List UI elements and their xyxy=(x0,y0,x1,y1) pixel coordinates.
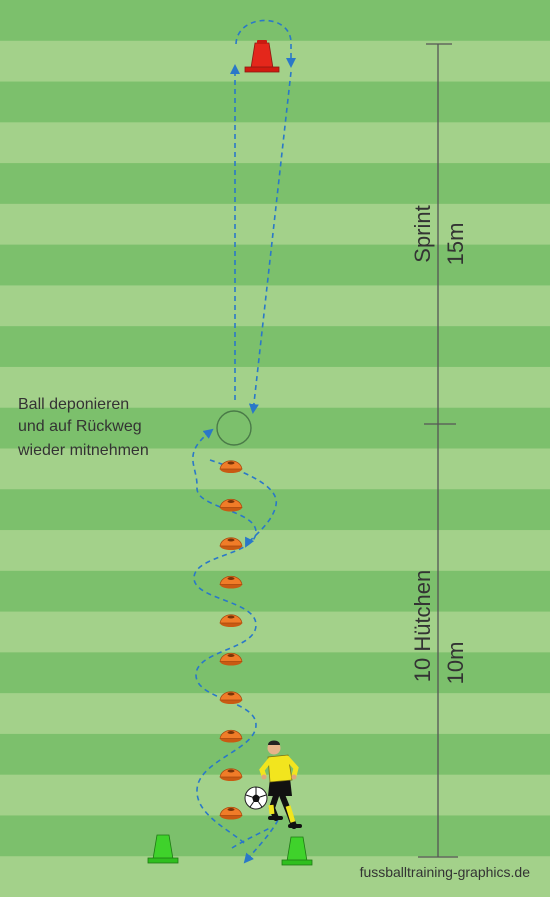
huetchen-distance: 10m xyxy=(443,642,468,685)
orange-cone-icon xyxy=(219,537,243,550)
orange-cone-icon xyxy=(219,614,243,627)
orange-cone-icon xyxy=(219,806,243,820)
turn-path xyxy=(235,19,296,68)
grass-stripe xyxy=(0,163,550,205)
ball-icon xyxy=(244,786,268,810)
grass-stripe xyxy=(0,611,550,653)
orange-cone-icon xyxy=(219,575,243,589)
grass-stripe xyxy=(0,570,550,613)
slalom-path-down xyxy=(209,459,277,548)
green-cone-right-icon xyxy=(281,836,313,866)
grass-stripe xyxy=(0,122,550,164)
grass-stripe xyxy=(0,856,550,897)
orange-cone-icon xyxy=(219,768,243,781)
ball-drop-zone xyxy=(216,410,252,446)
credit-text: fussballtraining-graphics.de xyxy=(360,864,531,880)
orange-cone-icon xyxy=(219,691,243,704)
sprint-distance: 15m xyxy=(443,223,468,266)
grass-stripe xyxy=(0,81,550,123)
grass-stripe xyxy=(0,693,550,735)
orange-cones xyxy=(219,460,243,820)
grass-stripe xyxy=(0,366,550,409)
grass-stripe xyxy=(0,0,550,42)
player-icon xyxy=(259,740,302,829)
orange-cone-icon xyxy=(219,652,243,666)
grass-stripe xyxy=(0,448,550,490)
grass-stripe xyxy=(0,285,550,327)
grass-stripe xyxy=(0,326,550,368)
grass-stripe xyxy=(0,40,550,83)
measure-line xyxy=(418,43,458,858)
orange-cone-icon xyxy=(219,460,243,473)
red-cone-icon xyxy=(244,40,280,73)
annotation-line-1: Ball deponieren xyxy=(18,396,129,413)
orange-cone-icon xyxy=(219,498,243,512)
sprint-path-down xyxy=(248,71,292,414)
annotation: Ball deponieren und auf Rückweg wieder m… xyxy=(17,396,149,459)
run-path xyxy=(192,19,296,864)
grass-stripe xyxy=(0,815,550,857)
green-cone-left-icon xyxy=(147,834,179,864)
huetchen-label: 10 Hütchen xyxy=(410,570,435,683)
grass-stripe xyxy=(0,530,550,572)
return-path-2 xyxy=(231,827,271,849)
sprint-label: Sprint xyxy=(410,205,435,262)
annotation-line-2: und auf Rückweg xyxy=(18,418,142,435)
annotation-line-3: wieder mitnehmen xyxy=(17,442,149,459)
orange-cone-icon xyxy=(219,729,243,743)
grass-stripe xyxy=(0,244,550,286)
grass-stripe xyxy=(0,407,550,449)
grass-stripe xyxy=(0,652,550,694)
return-path xyxy=(243,819,279,864)
